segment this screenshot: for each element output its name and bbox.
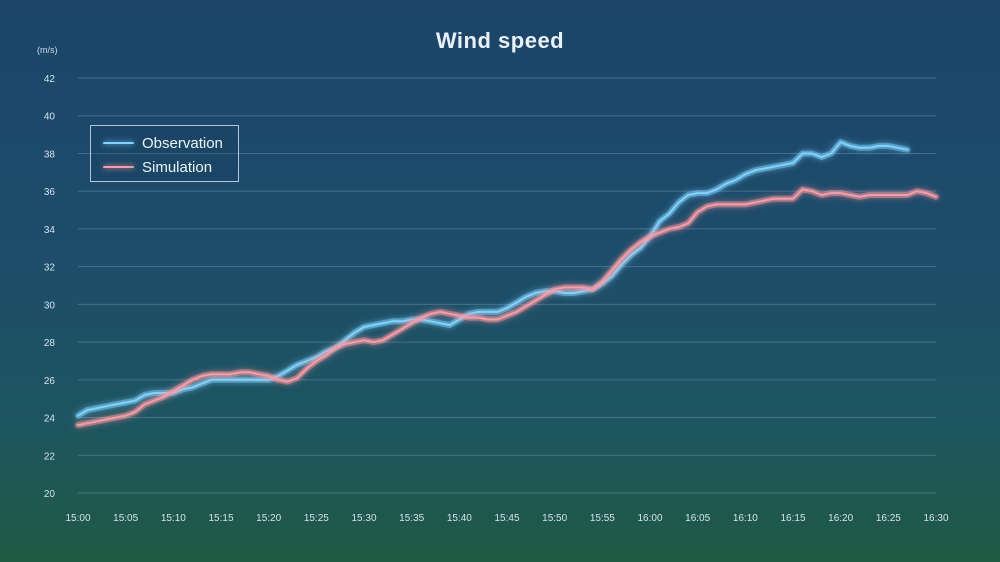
legend-label-observation: Observation [142,134,223,152]
legend-swatch-observation [103,142,134,144]
y-tick-label-26: 26 [44,376,56,387]
series-line-simulation [77,188,937,427]
x-tick-label-1510: 15:10 [161,513,186,524]
y-tick-label-38: 38 [44,149,56,160]
x-tick-label-1500: 15:00 [65,513,90,524]
legend-label-simulation: Simulation [142,158,213,176]
x-tick-label-1620: 16:20 [828,513,853,524]
x-tick-label-1610: 16:10 [733,513,758,524]
x-tick-label-1630: 16:30 [923,513,948,524]
x-tick-label-1505: 15:05 [113,513,138,524]
y-tick-label-22: 22 [44,451,56,462]
y-tick-label-34: 34 [44,225,56,236]
x-tick-label-1605: 16:05 [685,513,710,524]
chart-title: Wind speed [435,28,565,53]
y-axis-unit-label: (m/s) [37,45,58,55]
x-tick-label-1540: 15:40 [447,513,472,524]
legend-swatch-simulation [103,166,134,168]
x-tick-label-1535: 15:35 [399,513,424,524]
y-tick-label-40: 40 [44,112,56,123]
x-tick-label-1525: 15:25 [304,513,329,524]
y-tick-label-30: 30 [44,300,56,311]
x-tick-label-1555: 15:55 [590,513,615,524]
x-tick-label-1515: 15:15 [208,513,233,524]
x-tick-label-1600: 16:00 [637,513,662,524]
legend: Observation Simulation [90,125,239,182]
legend-item-observation: Observation [103,133,223,153]
y-tick-label-24: 24 [44,414,56,425]
x-tick-label-1615: 16:15 [780,513,805,524]
x-tick-label-1530: 15:30 [351,513,376,524]
x-tick-label-1550: 15:50 [542,513,567,524]
y-tick-label-20: 20 [44,489,56,500]
x-tick-label-1520: 15:20 [256,513,281,524]
y-tick-label-42: 42 [44,74,56,85]
legend-item-simulation: Simulation [103,157,212,177]
series-line-observation [77,141,909,417]
y-tick-label-36: 36 [44,187,56,198]
y-tick-label-28: 28 [44,338,56,349]
y-tick-label-32: 32 [44,263,56,274]
x-tick-label-1625: 16:25 [876,513,901,524]
x-tick-label-1545: 15:45 [494,513,519,524]
